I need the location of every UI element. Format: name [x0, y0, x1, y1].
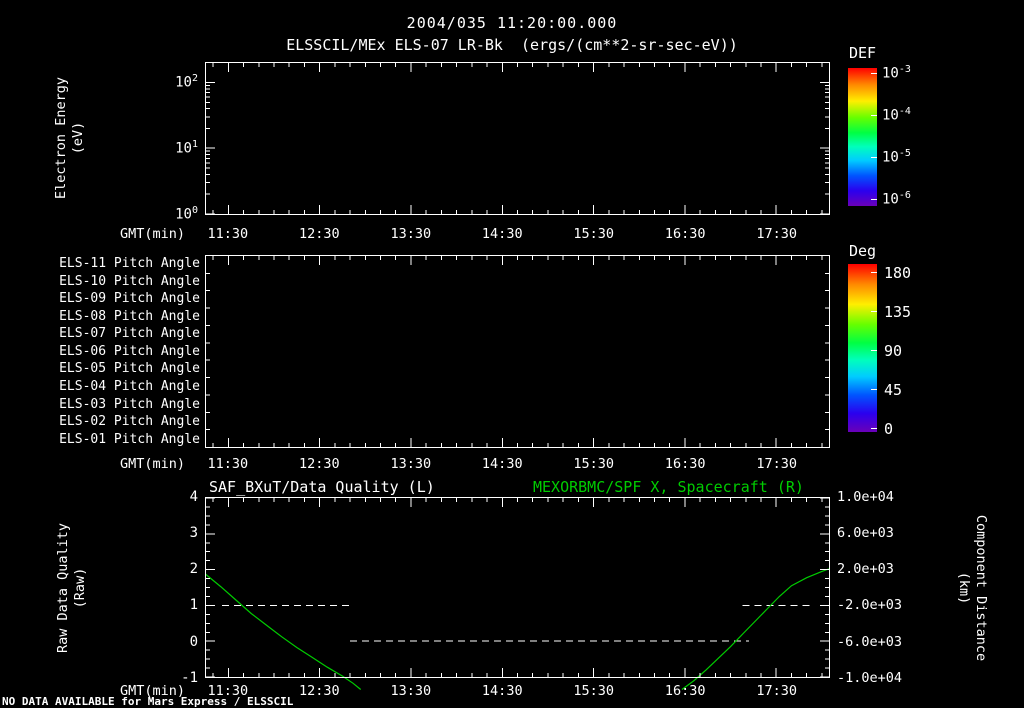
- els-row-label: ELS-02 Pitch Angle: [59, 414, 200, 430]
- x-tick-label: 13:30: [390, 683, 432, 699]
- els-row-label: ELS-04 Pitch Angle: [59, 378, 200, 394]
- els-row-label: ELS-10 Pitch Angle: [59, 273, 200, 289]
- els-row-label: ELS-03 Pitch Angle: [59, 396, 200, 412]
- plot-title: ELSSCIL/MEx ELS-07 LR-Bk (ergs/(cm**2-sr…: [286, 36, 738, 54]
- pitch-xaxis-row: GMT(min) 11:30 12:30 13:30 14:30 15:30 16:30 1…: [0, 456, 1024, 472]
- x-tick-label: 14:30: [481, 226, 523, 242]
- quality-ytick-2: 2: [189, 561, 198, 577]
- datetime-title: 2004/035 11:20:00.000: [406, 14, 618, 32]
- distance-ytick-4: -6.0e+03: [837, 634, 903, 650]
- quality-xaxis-row: GMT(min) 11:30 12:30 13:30 14:30 15:30 16:30 1…: [0, 683, 1024, 699]
- x-tick-label: 11:30: [207, 456, 249, 472]
- energy-xaxis-row: GMT(min) 11:30 12:30 13:30 14:30 15:30 16:30 1…: [0, 226, 1024, 242]
- quality-title-left: SAF_BXuT/Data Quality (L): [209, 478, 435, 496]
- distance-ytick-2: 2.0e+03: [837, 561, 894, 577]
- quality-axis-label: Raw Data Quality (Raw): [55, 523, 89, 653]
- quality-title-right: MEXORBMC/SPF X, Spacecraft (R): [533, 478, 804, 496]
- colorbar-tick: [871, 199, 877, 201]
- els-row-labels: ELS-11 Pitch Angle ELS-10 Pitch Angle ELS-…: [26, 255, 200, 448]
- els-row-label: ELS-01 Pitch Angle: [59, 431, 200, 447]
- energy-ytick-1e2: 102: [175, 73, 198, 91]
- x-tick-label: 15:30: [573, 456, 615, 472]
- distance-ytick-5: -1.0e+04: [837, 670, 903, 686]
- def-colorbar-tick-1e-4: 10-4: [882, 106, 911, 124]
- x-tick-label: 13:30: [390, 456, 432, 472]
- colorbar-tick: [871, 114, 877, 116]
- x-tick-label: 16:30: [664, 683, 706, 699]
- deg-colorbar-tick-45: 45: [884, 381, 903, 399]
- distance-ytick-0: 1.0e+04: [837, 489, 894, 505]
- x-tick-label: 14:30: [481, 683, 523, 699]
- def-colorbar-tick-1e-5: 10-5: [882, 148, 911, 166]
- deg-colorbar-tick-180: 180: [884, 264, 912, 282]
- els-row-label: ELS-08 Pitch Angle: [59, 308, 200, 324]
- pitch-xaxis-title: GMT(min): [119, 456, 185, 472]
- deg-colorbar-tick-135: 135: [884, 303, 912, 321]
- x-tick-label: 16:30: [664, 456, 706, 472]
- energy-axis-label-line1: Electron Energy: [53, 77, 69, 199]
- x-tick-label: 12:30: [299, 226, 340, 242]
- distance-axis-label: Component Distance (km): [955, 515, 989, 661]
- quality-ytick-3: 3: [189, 525, 198, 541]
- quality-ytick-m1: -1: [181, 670, 198, 686]
- x-tick-label: 11:30: [207, 683, 249, 699]
- distance-ytick-3: -2.0e+03: [837, 597, 903, 613]
- colorbar-tick: [871, 157, 877, 158]
- distance-ytick-1: 6.0e+03: [837, 525, 894, 541]
- x-tick-label: 15:30: [573, 226, 615, 242]
- colorbar-tick: [871, 427, 877, 429]
- x-tick-label: 17:30: [756, 683, 797, 699]
- x-tick-label: 11:30: [207, 226, 249, 242]
- x-tick-label: 13:30: [390, 226, 432, 242]
- els-row-label: ELS-11 Pitch Angle: [59, 256, 200, 272]
- status-message: NO DATA AVAILABLE for Mars Express / ELS…: [2, 695, 294, 708]
- quality-ytick-0: 0: [189, 634, 198, 650]
- els-row-label: ELS-09 Pitch Angle: [59, 291, 200, 307]
- quality-plot-area: [205, 497, 830, 690]
- energy-axis-label-line2: (eV): [70, 121, 86, 155]
- colorbar-tick: [871, 311, 877, 313]
- x-tick-label: 12:30: [299, 683, 340, 699]
- colorbar-tick: [871, 388, 877, 390]
- els-row-label: ELS-07 Pitch Angle: [59, 326, 200, 342]
- def-colorbar-title: DEF: [849, 44, 877, 62]
- energy-ytick-1e0: 100: [175, 205, 198, 223]
- deg-colorbar-title: Deg: [849, 242, 877, 260]
- def-colorbar-tick-1e-6: 10-6: [882, 190, 911, 208]
- colorbar-tick: [871, 72, 877, 74]
- distance-axis-label-line1: Component Distance: [973, 514, 989, 662]
- energy-ytick-1e1: 101: [175, 139, 198, 157]
- colorbar-tick: [871, 272, 877, 274]
- x-tick-label: 15:30: [573, 683, 615, 699]
- def-colorbar: [848, 68, 877, 206]
- els-row-label: ELS-06 Pitch Angle: [59, 343, 200, 359]
- distance-axis-label-line2: (km): [956, 571, 972, 605]
- x-tick-label: 12:30: [299, 456, 340, 472]
- deg-colorbar: [848, 264, 877, 432]
- x-tick-label: 17:30: [756, 456, 797, 472]
- deg-colorbar-tick-0: 0: [884, 420, 894, 438]
- quality-ytick-4: 4: [189, 489, 198, 505]
- quality-axis-label-line1: Raw Data Quality: [55, 522, 71, 654]
- quality-ytick-1: 1: [189, 597, 198, 613]
- x-tick-label: 14:30: [481, 456, 523, 472]
- els-row-label: ELS-05 Pitch Angle: [59, 361, 200, 377]
- energy-plot-area: [205, 62, 830, 215]
- energy-axis-label: Electron Energy (eV): [53, 77, 87, 199]
- energy-xaxis-title: GMT(min): [119, 226, 185, 242]
- colorbar-tick: [871, 350, 877, 352]
- def-colorbar-tick-1e-3: 10-3: [882, 64, 911, 82]
- quality-xaxis-title: GMT(min): [119, 683, 185, 699]
- pitch-plot-area: [205, 255, 830, 448]
- x-tick-label: 17:30: [756, 226, 797, 242]
- x-tick-label: 16:30: [664, 226, 706, 242]
- deg-colorbar-tick-90: 90: [884, 342, 903, 360]
- quality-axis-label-line2: (Raw): [72, 567, 88, 609]
